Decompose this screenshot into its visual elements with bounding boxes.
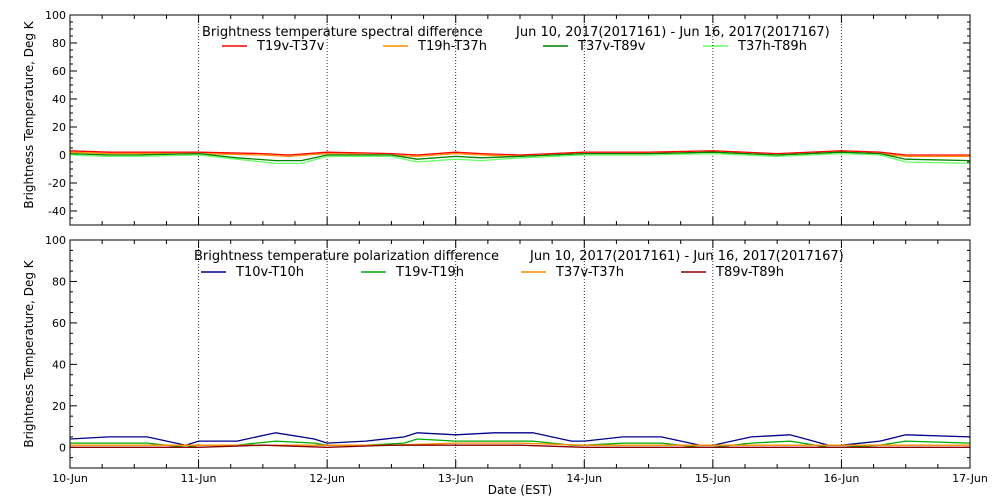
y-axis-label: Brightness Temperature, Deg K [22,20,36,208]
y-tick-label: 20 [52,121,66,134]
x-axis-label: Date (EST) [488,483,552,497]
legend-label: T37h-T89h [737,39,807,54]
y-tick-label: 0 [59,441,66,454]
legend-label: T19v-T37v [256,39,325,54]
legend-label: T10v-T10h [235,265,304,280]
y-tick-label: 20 [52,400,66,413]
y-tick-label: 40 [52,93,66,106]
y-tick-label: 100 [45,234,66,247]
x-tick-label: 12-Jun [309,472,345,485]
y-tick-label: 60 [52,317,66,330]
panel-title-right: Jun 10, 2017(2017161) - Jun 16, 2017(201… [529,249,844,264]
plot-frame [69,239,971,469]
legend-label: T37v-T89v [577,39,646,54]
polarization-difference-panel: Brightness temperature polarization diff… [22,234,988,497]
y-tick-label: -40 [48,205,66,218]
series-line [70,444,970,448]
x-tick-label: 16-Jun [824,472,860,485]
legend-label: T37v-T37h [555,265,624,280]
series-line [69,432,971,446]
y-tick-label: 80 [52,275,66,288]
y-tick-label: 40 [52,358,66,371]
x-tick-label: 13-Jun [438,472,474,485]
x-tick-label: 10-Jun [52,472,88,485]
panel-title-left: Brightness temperature spectral differen… [202,25,483,40]
x-tick-label: 11-Jun [181,472,217,485]
legend-label: T89v-T89h [715,265,784,280]
x-tick-label: 17-Jun [952,472,988,485]
series-line [69,152,971,165]
y-tick-label: 80 [52,37,66,50]
y-tick-label: -20 [48,177,66,190]
series-line [69,150,970,156]
x-tick-label: 15-Jun [695,472,731,485]
legend-label: T19h-T37h [417,39,487,54]
x-tick-label: 14-Jun [566,472,602,485]
spectral-difference-panel: Brightness temperature spectral differen… [22,9,971,226]
y-tick-label: 100 [45,9,66,22]
plot-frame [69,14,971,226]
series-line [70,442,970,446]
y-tick-label: 0 [59,149,66,162]
y-axis-label: Brightness Temperature, Deg K [22,259,36,447]
panel-title-left: Brightness temperature polarization diff… [194,249,499,264]
legend-label: T19v-T19h [395,265,464,280]
y-tick-label: 60 [52,65,66,78]
series-line [69,151,971,162]
panel-title-right: Jun 10, 2017(2017161) - Jun 16, 2017(201… [515,25,830,40]
